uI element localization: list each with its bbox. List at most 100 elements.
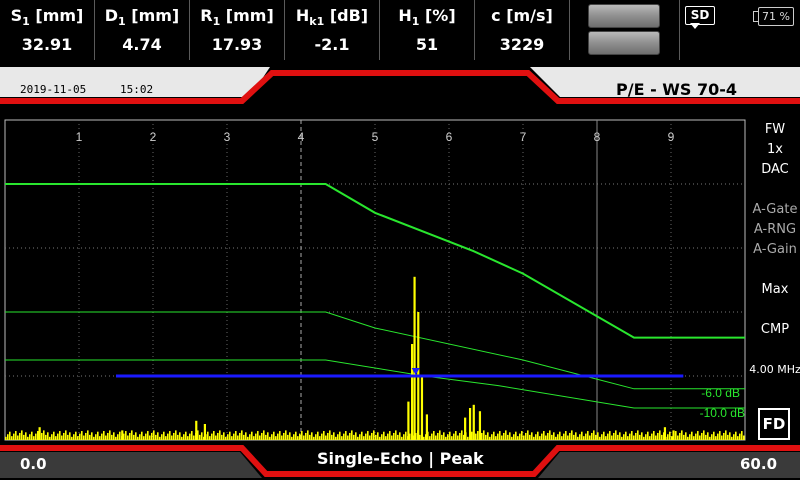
signal-noise (335, 436, 337, 440)
signal-noise (559, 431, 561, 440)
x-tick-label: 9 (668, 130, 675, 144)
signal-noise (45, 434, 47, 440)
signal-noise (357, 436, 359, 440)
measurement-value: 3229 (499, 35, 545, 54)
signal-noise (693, 436, 695, 440)
signal-noise (387, 433, 389, 440)
measurement-r1[interactable]: R1 [mm] 17.93 (190, 0, 285, 60)
max-label[interactable]: Max (761, 282, 789, 297)
gate-marker-icon (411, 368, 420, 375)
measurement-h1[interactable]: H1 [%] 51 (380, 0, 475, 60)
signal-noise (471, 431, 473, 440)
signal-noise (441, 434, 443, 440)
signal-noise (727, 434, 729, 440)
signal-noise (485, 434, 487, 440)
header-band (0, 67, 270, 97)
dac-label[interactable]: DAC (761, 162, 789, 177)
signal-noise (209, 436, 211, 440)
signal-noise (153, 430, 155, 440)
measurement-label: D1 [mm] (104, 6, 180, 29)
signal-noise (677, 435, 679, 440)
signal-noise (291, 436, 293, 440)
signal-noise (105, 435, 107, 440)
x-tick-label: 8 (594, 130, 601, 144)
signal-noise (687, 436, 689, 440)
cmp-label[interactable]: CMP (760, 322, 790, 337)
signal-noise (319, 436, 321, 440)
signal-noise (215, 435, 217, 440)
a-gate-label[interactable]: A-Gate (752, 202, 798, 217)
signal-noise (517, 436, 519, 440)
signal-noise (605, 436, 607, 440)
signal-noise (495, 436, 497, 440)
signal-noise (189, 433, 191, 440)
signal-noise (235, 431, 237, 440)
signal-noise (269, 436, 271, 440)
signal-noise (23, 434, 25, 440)
measurement-d1[interactable]: D1 [mm] 4.74 (95, 0, 190, 60)
signal-noise (653, 431, 655, 440)
fd-button[interactable]: FD (758, 408, 790, 440)
curve-label: -10.0 dB (700, 406, 745, 420)
signal-noise (537, 431, 539, 440)
signal-noise (505, 430, 507, 440)
signal-noise (199, 434, 201, 440)
signal-noise (363, 436, 365, 440)
signal-noise (459, 432, 461, 440)
signal-noise (589, 435, 591, 440)
battery-icon-nub (753, 11, 758, 22)
signal-noise (323, 431, 325, 440)
signal-noise (611, 435, 613, 440)
upper-action-button[interactable] (588, 4, 660, 28)
signal-noise (555, 436, 557, 440)
signal-noise (515, 431, 517, 440)
signal-noise (321, 433, 323, 440)
a-gain-label[interactable]: A-Gain (753, 242, 797, 257)
signal-noise (309, 434, 311, 440)
signal-noise (227, 434, 229, 440)
signal-noise (635, 432, 637, 440)
signal-noise (557, 434, 559, 440)
zoom-label[interactable]: 1x (767, 142, 783, 157)
signal-noise (437, 432, 439, 440)
x-tick-label: 5 (372, 130, 379, 144)
signal-noise (241, 430, 243, 440)
signal-noise (711, 434, 713, 440)
signal-noise (251, 431, 253, 440)
signal-noise (137, 436, 139, 440)
signal-noise (295, 431, 297, 440)
probe-name[interactable]: P/E - WS 70-4 (616, 80, 738, 99)
measurement-hk1[interactable]: Hk1 [dB] -2.1 (285, 0, 380, 60)
signal-noise (239, 432, 241, 440)
signal-noise (641, 432, 643, 440)
battery-indicator: 71 % (758, 7, 794, 26)
fw-label[interactable]: FW (764, 122, 786, 137)
a-rng-label[interactable]: A-RNG (753, 222, 797, 237)
signal-noise (305, 432, 307, 440)
signal-noise (445, 436, 447, 440)
signal-noise (709, 436, 711, 440)
signal-noise (127, 435, 129, 440)
signal-noise (433, 431, 435, 440)
signal-noise (33, 436, 35, 440)
signal-noise (277, 433, 279, 440)
lower-action-button[interactable] (588, 31, 660, 55)
signal-noise (567, 435, 569, 440)
signal-noise (729, 432, 731, 440)
signal-noise (29, 434, 31, 440)
signal-noise (83, 435, 85, 440)
signal-noise (619, 432, 621, 440)
signal-noise (403, 434, 405, 440)
signal-noise (217, 432, 219, 440)
signal-noise (259, 435, 261, 440)
signal-noise (273, 431, 275, 440)
signal-noise (219, 430, 221, 440)
signal-noise (415, 432, 417, 440)
signal-noise (637, 430, 639, 440)
measurement-mode[interactable]: Single-Echo | Peak (317, 449, 484, 468)
signal-noise (111, 434, 113, 440)
measurement-s1[interactable]: S1 [mm] 32.91 (0, 0, 95, 60)
measurement-c[interactable]: c [m/s] 3229 (475, 0, 570, 60)
